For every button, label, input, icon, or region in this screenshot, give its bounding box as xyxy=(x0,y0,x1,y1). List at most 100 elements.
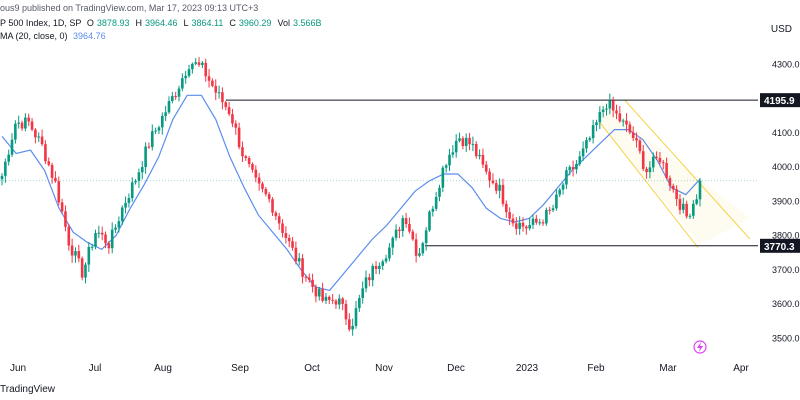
ma-legend[interactable]: MA (20, close, 0) 3964.76 xyxy=(0,31,109,41)
candle-body xyxy=(638,140,642,152)
candle-body xyxy=(217,92,221,94)
candle-body xyxy=(535,218,538,223)
candle-body xyxy=(398,229,401,232)
candle-body xyxy=(144,146,147,168)
candle xyxy=(227,101,231,116)
ma-value: 3964.76 xyxy=(73,31,106,41)
candle-body xyxy=(501,184,505,204)
candle xyxy=(361,281,364,304)
horizontal-levels[interactable] xyxy=(0,99,758,247)
candle-body xyxy=(114,227,117,230)
candle xyxy=(374,261,378,275)
candle xyxy=(378,262,381,275)
candle-body xyxy=(454,140,458,153)
candle xyxy=(234,120,238,135)
ohlc-values: O 3878.93 H 3964.46 L 3864.11 C 3960.29 Vol 3.566… xyxy=(87,18,328,28)
candle xyxy=(541,219,545,226)
candle-body xyxy=(378,265,381,270)
candle-body xyxy=(124,202,127,208)
candle-body xyxy=(474,143,478,157)
candle-body xyxy=(257,177,261,184)
candle-body xyxy=(191,63,194,70)
candle xyxy=(464,133,468,153)
candle-body xyxy=(24,117,27,129)
candle xyxy=(494,179,498,195)
candle xyxy=(531,214,535,230)
candle xyxy=(388,242,391,262)
candle-body xyxy=(464,137,468,146)
candle-body xyxy=(518,222,521,229)
candle-body xyxy=(314,286,318,297)
candle-body xyxy=(50,164,54,178)
candle-body xyxy=(651,156,655,168)
candle xyxy=(558,187,562,197)
candle xyxy=(297,253,301,266)
candle-body xyxy=(30,121,34,130)
candle-body xyxy=(498,184,501,191)
candle-body xyxy=(20,122,24,129)
candle-body xyxy=(267,194,271,200)
candle xyxy=(174,91,177,101)
candle xyxy=(585,136,588,153)
candle xyxy=(184,70,187,84)
candle-body xyxy=(324,296,328,301)
candle-body xyxy=(60,202,64,212)
candle-body xyxy=(635,137,638,141)
candle-body xyxy=(0,175,4,180)
candle-body xyxy=(374,265,378,270)
candle xyxy=(688,213,692,219)
candle xyxy=(207,69,211,88)
candle-body xyxy=(234,123,238,128)
candle-body xyxy=(548,209,552,211)
candle-body xyxy=(117,221,121,228)
candle-body xyxy=(411,231,415,240)
candle-body xyxy=(558,189,562,195)
candle xyxy=(438,184,441,202)
candle xyxy=(327,295,331,305)
candle xyxy=(0,173,4,186)
price-tick-label: 4300.0 xyxy=(772,60,800,70)
candle-body xyxy=(601,109,605,112)
candle-body xyxy=(207,76,211,81)
candle-body xyxy=(147,146,151,148)
candle xyxy=(77,244,81,263)
candles xyxy=(0,57,702,336)
price-tick-label: 4100.0 xyxy=(772,128,800,138)
price-tick-label: 4000.0 xyxy=(772,162,800,172)
candle xyxy=(641,144,645,172)
candle-body xyxy=(645,168,648,173)
ma-label: MA (20, close, 0) xyxy=(0,31,68,41)
time-tick-label: Dec xyxy=(447,363,465,374)
candle xyxy=(682,197,685,214)
candle-body xyxy=(10,139,14,155)
candle-body xyxy=(555,194,558,209)
candle-body xyxy=(661,162,665,164)
candle-body xyxy=(468,137,471,145)
candle xyxy=(655,151,658,160)
candle-body xyxy=(538,222,541,224)
candle xyxy=(244,154,248,161)
candle-body xyxy=(541,222,545,224)
time-axis[interactable]: Jun Jul Aug Sep Oct Nov Dec 2023 Feb Mar Apr xyxy=(10,363,750,374)
candle-body xyxy=(354,308,358,326)
candle xyxy=(441,165,445,193)
candle xyxy=(127,193,131,208)
level-tag xyxy=(760,93,800,108)
candle xyxy=(110,222,114,254)
candle-body xyxy=(621,120,625,122)
candle-body xyxy=(528,224,531,229)
candle xyxy=(625,113,628,132)
flash-icon[interactable] xyxy=(693,340,707,354)
candle-body xyxy=(167,101,171,113)
candle-body xyxy=(57,181,61,203)
candle xyxy=(144,142,147,174)
candle-body xyxy=(304,276,308,278)
candle xyxy=(34,127,37,144)
symbol-name: P 500 Index, 1D, SP xyxy=(0,18,82,28)
candle-body xyxy=(628,124,632,133)
descending-channel[interactable] xyxy=(599,100,751,248)
currency-label: USD xyxy=(770,24,792,35)
candle xyxy=(504,200,508,218)
candle xyxy=(651,152,655,173)
